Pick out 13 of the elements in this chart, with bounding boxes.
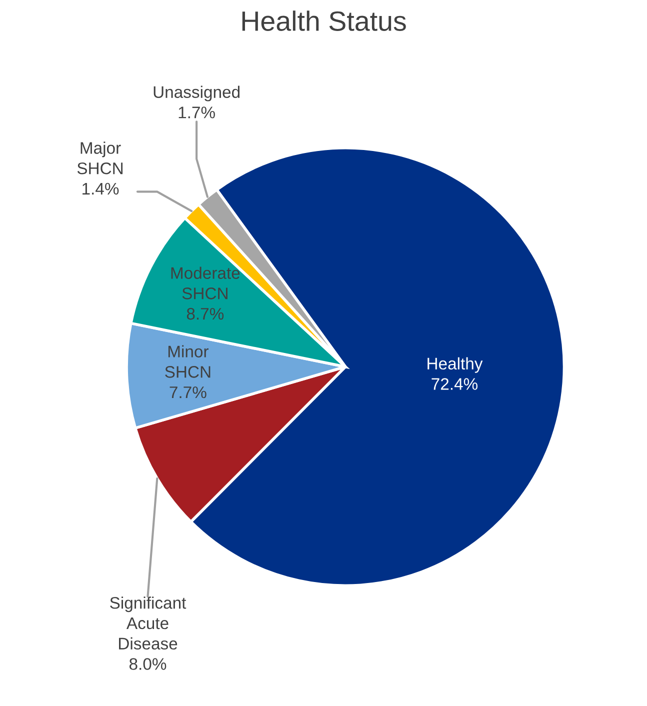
data-label: 1.7% [178, 106, 215, 118]
data-label: 1.4% [82, 182, 119, 195]
slice-label: Moderate SHCN [171, 266, 240, 300]
slice-label: Major SHCN [77, 142, 123, 174]
slice-label: Significant Acute Disease [110, 596, 186, 650]
data-label: 8.7% [186, 308, 224, 320]
slice-label: Healthy [428, 357, 483, 373]
chart-title: Health Status [242, 10, 406, 31]
slice-label: Minor SHCN [165, 345, 210, 378]
slice-label: Unassigned [154, 86, 240, 102]
data-label: 72.4% [432, 378, 478, 390]
data-label: 7.7% [170, 386, 206, 398]
data-label: 8.0% [129, 658, 166, 670]
